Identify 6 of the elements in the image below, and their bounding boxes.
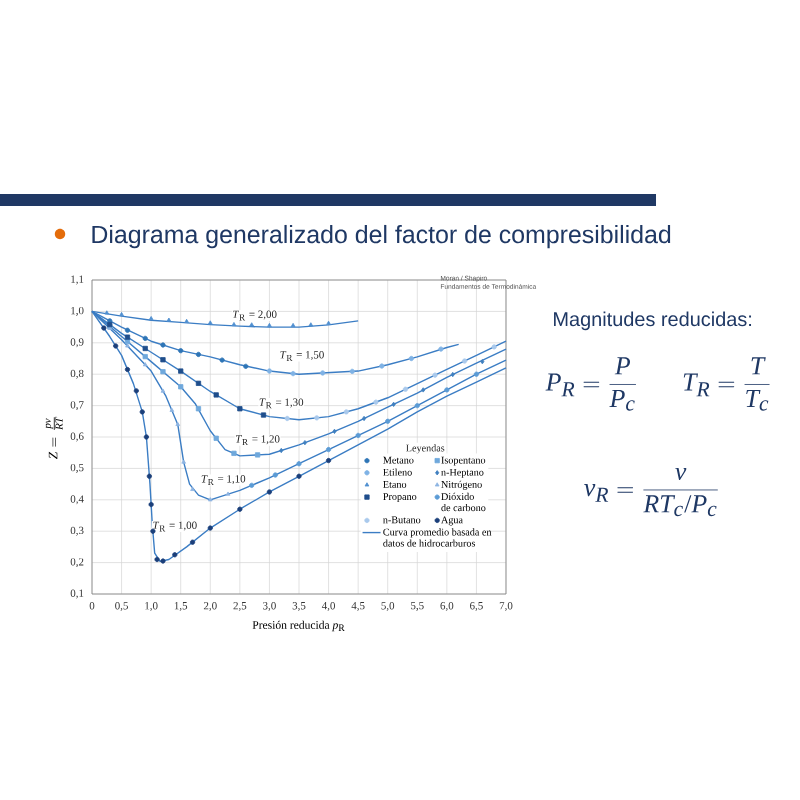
text: $P_R = \frac{P}{P_c}$ (545, 357, 636, 411)
y-axis-title: $Z = \frac{pv}{RT}$ (45, 416, 63, 459)
text: $v_R = \frac{v}{RT_c/P_c}$ (584, 467, 718, 517)
text: $T_R = \frac{T}{T_c}$ (683, 357, 770, 411)
chart-title: Diagrama generalizado del factor de compresibilidad (92, 224, 671, 249)
text: Magnitudes reducidas: (554, 311, 752, 331)
